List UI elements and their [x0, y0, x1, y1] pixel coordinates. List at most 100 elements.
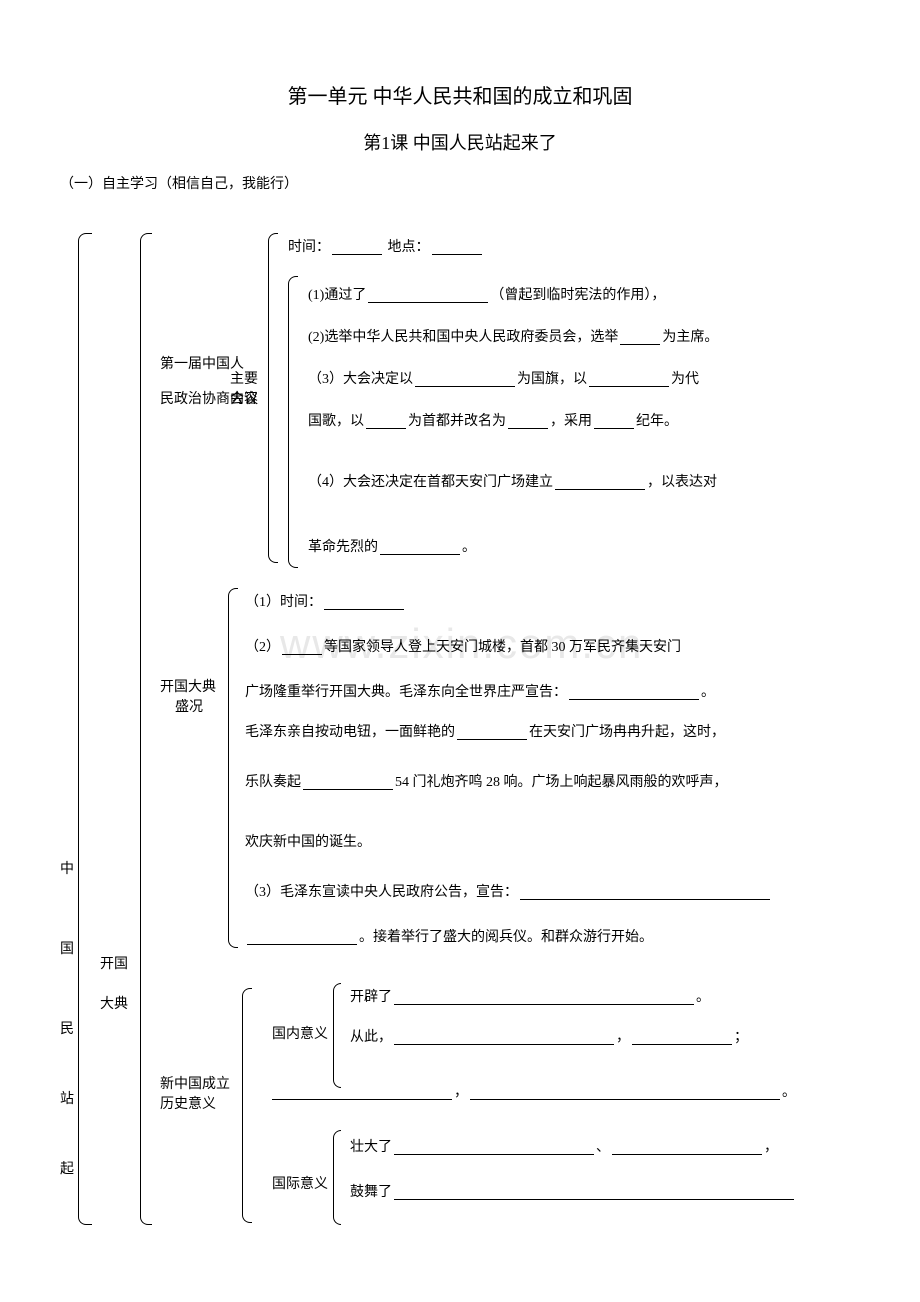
line-cer2e: 欢庆新中国的诞生。: [245, 823, 371, 863]
main-content-label-1: 主要: [230, 368, 258, 388]
left-char-3: 民: [60, 1018, 74, 1038]
item3b-tail: 纪年。: [636, 414, 678, 429]
cer3b-tail: 。接着举行了盛大的阅兵仪。和群众游行开始。: [359, 930, 653, 945]
cer2b-text: 广场隆重举行开国大典。毛泽东向全世界庄严宣告：: [245, 685, 567, 700]
blank-item3a: [415, 373, 515, 387]
item1-text: (1)通过了: [308, 288, 366, 303]
time-label: 时间：: [288, 240, 330, 255]
dom2-text: 从此，: [350, 1030, 392, 1045]
line-cer3: （3）毛泽东宣读中央人民政府公告，宣告：: [245, 873, 772, 913]
blank-intl1b: [612, 1141, 762, 1155]
line-item1: (1)通过了 （曾起到临时宪法的作用），: [308, 276, 665, 316]
line-cer2b: 广场隆重举行开国大典。毛泽东向全世界庄严宣告： 。: [245, 673, 715, 713]
place-label: 地点：: [388, 240, 430, 255]
cer2-text: （2）: [245, 640, 280, 655]
line-cer2d: 乐队奏起 54 门礼炮齐鸣 28 响。广场上响起暴风雨般的欢呼声，: [245, 763, 728, 803]
outer-label-2: 大典: [100, 993, 128, 1013]
ceremony-label-1: 开国大典: [160, 676, 216, 696]
cer3-text: （3）毛泽东宣读中央人民政府公告，宣告：: [245, 885, 518, 900]
sig-label-1: 新中国成立: [160, 1073, 230, 1093]
line-dom2: 从此， ， ；: [350, 1018, 748, 1058]
item4-text: （4）大会还决定在首都天安门广场建立: [308, 475, 553, 490]
dom3-mid: ，: [454, 1085, 468, 1100]
blank-dom3b: [470, 1086, 780, 1100]
item3b-mid2: ，采用: [550, 414, 592, 429]
domestic-label: 国内意义: [272, 1023, 328, 1043]
blank-item3b: [589, 373, 669, 387]
cer1-text: （1）时间：: [245, 595, 322, 610]
cer2d-text: 乐队奏起: [245, 775, 301, 790]
blank-dom3a: [272, 1086, 452, 1100]
blank-cer2b: [569, 686, 699, 700]
bracket-significance: [242, 988, 252, 1223]
blank-item3d: [508, 415, 548, 429]
blank-item3c: [366, 415, 406, 429]
cer2b-tail: 。: [701, 685, 715, 700]
cer2e-text: 欢庆新中国的诞生。: [245, 835, 371, 850]
line-item2: (2)选举中华人民共和国中央人民政府委员会，选举 为主席。: [308, 318, 718, 358]
bracket-main-content: [288, 276, 298, 568]
bracket-international: [333, 1130, 341, 1225]
ceremony-label-2: 盛况: [175, 696, 203, 716]
blank-cer2c: [457, 726, 527, 740]
line-intl2: 鼓舞了: [350, 1173, 796, 1213]
blank-intl1a: [394, 1141, 594, 1155]
outer-label-1: 开国: [100, 953, 128, 973]
line-cer2: （2） 等国家领导人登上天安门城楼，首都 30 万军民齐集天安门: [245, 628, 681, 668]
blank-intl2: [394, 1186, 794, 1200]
bracket-outer: [78, 233, 92, 1225]
left-char-1: 中: [60, 858, 74, 878]
bracket-ceremony: [228, 588, 238, 948]
line-cer1: （1）时间：: [245, 583, 406, 623]
section-label: （一）自主学习（相信自己，我能行）: [60, 173, 860, 193]
item3-mid: 为国旗，以: [517, 372, 587, 387]
line-item4: （4）大会还决定在首都天安门广场建立，以表达对: [308, 463, 717, 503]
blank-cer2d: [303, 776, 393, 790]
blank-item1: [368, 289, 488, 303]
item4b-text: 革命先烈的: [308, 540, 378, 555]
blank-cer2: [282, 641, 322, 655]
unit-title: 第一单元 中华人民共和国的成立和巩固: [60, 80, 860, 109]
blank-dom2b: [632, 1031, 732, 1045]
item3-text: （3）大会决定以: [308, 372, 413, 387]
line-intl1: 壮大了、，: [350, 1128, 778, 1168]
blank-place: [432, 241, 482, 255]
line-time-place: 时间： 地点：: [288, 228, 484, 268]
dom2-mid: ，: [616, 1030, 630, 1045]
item2-text: (2)选举中华人民共和国中央人民政府委员会，选举: [308, 330, 618, 345]
line-item3b: 国歌，以 为首都并改名为 ，采用 纪年。: [308, 402, 678, 442]
blank-dom1: [394, 991, 694, 1005]
blank-cer3b: [247, 931, 357, 945]
item1-tail: （曾起到临时宪法的作用），: [490, 288, 665, 303]
dom1-text: 开辟了: [350, 990, 392, 1005]
cer2-tail: 等国家领导人登上天安门城楼，首都 30 万军民齐集天安门: [324, 640, 681, 655]
cer2c-text: 毛泽东亲自按动电钮，一面鲜艳的: [245, 725, 455, 740]
intl2-text: 鼓舞了: [350, 1185, 392, 1200]
bracket-second: [140, 233, 152, 1225]
left-char-4: 站: [60, 1088, 74, 1108]
line-dom3: ，。: [270, 1073, 796, 1113]
cer2d-tail: 54 门礼炮齐鸣 28 响。广场上响起暴风雨般的欢呼声，: [395, 775, 728, 790]
intl1-text: 壮大了: [350, 1140, 392, 1155]
line-dom1: 开辟了 。: [350, 978, 710, 1018]
blank-cer3: [520, 886, 770, 900]
dom1-tail: 。: [696, 990, 710, 1005]
blank-item4b: [380, 541, 460, 555]
cer2c-tail: 在天安门广场冉冉升起，这时，: [529, 725, 725, 740]
blank-dom2a: [394, 1031, 614, 1045]
dom3-tail: 。: [782, 1085, 796, 1100]
dom2-tail: ；: [734, 1030, 748, 1045]
lesson-title: 第1课 中国人民站起来了: [60, 129, 860, 155]
intl1-mid: 、: [596, 1140, 610, 1155]
item4b-tail: 。: [462, 540, 476, 555]
item2-tail: 为主席。: [662, 330, 718, 345]
blank-time: [332, 241, 382, 255]
line-item4b: 革命先烈的 。: [308, 528, 476, 568]
item3b-text: 国歌，以: [308, 414, 364, 429]
main-content-label-2: 内容: [230, 388, 258, 408]
item3b-mid: 为首都并改名为: [408, 414, 506, 429]
left-char-2: 国: [60, 938, 74, 958]
item3-tail: 为代: [671, 372, 699, 387]
international-label: 国际意义: [272, 1173, 328, 1193]
line-item3: （3）大会决定以 为国旗，以 为代: [308, 360, 699, 400]
